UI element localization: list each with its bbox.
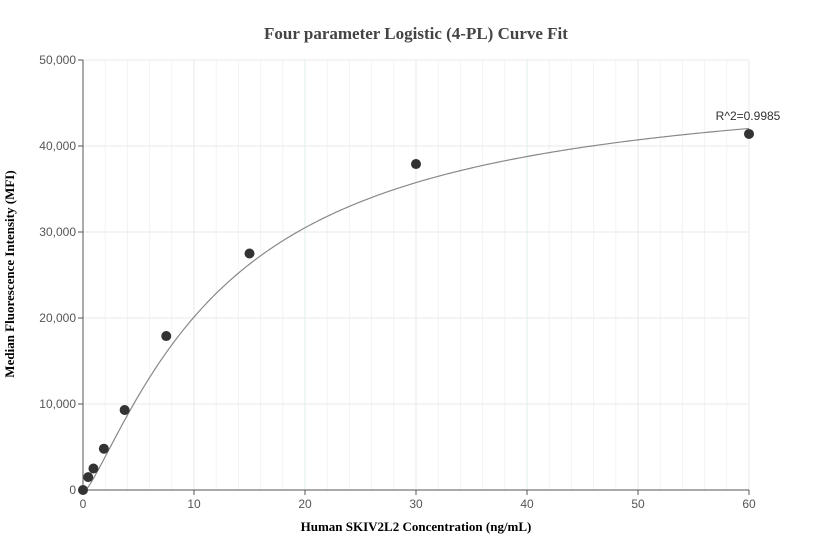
x-tick-label: 60 — [742, 497, 756, 511]
data-point — [161, 331, 172, 342]
x-axis-title: Human SKIV2L2 Concentration (ng/mL) — [301, 519, 532, 534]
data-points — [78, 128, 754, 495]
data-point — [98, 443, 109, 454]
y-tick-label: 50,000 — [39, 53, 76, 67]
data-point — [119, 405, 130, 416]
x-tick-label: 50 — [631, 497, 645, 511]
x-axis-ticks: 0 10 20 30 40 50 60 — [80, 490, 756, 511]
data-point — [88, 463, 99, 474]
y-tick-label: 30,000 — [39, 225, 76, 239]
y-tick-label: 10,000 — [39, 397, 76, 411]
y-axis-title: Median Fluorescence Intensity (MFI) — [2, 170, 17, 377]
data-point — [83, 472, 94, 483]
data-point — [244, 248, 255, 259]
y-axis-ticks: 0 10,000 20,000 30,000 40,000 50,000 — [39, 53, 83, 497]
data-point — [744, 128, 754, 139]
fit-curve — [83, 127, 750, 491]
x-tick-label: 30 — [409, 497, 423, 511]
x-tick-label: 10 — [187, 497, 201, 511]
chart-title: Four parameter Logistic (4-PL) Curve Fit — [264, 24, 568, 43]
major-grid — [83, 59, 750, 490]
minor-grid — [104, 60, 728, 490]
y-tick-label: 20,000 — [39, 311, 76, 325]
x-tick-label: 0 — [80, 497, 87, 511]
r-squared-annotation: R^2=0.9985 — [716, 109, 781, 123]
y-tick-label: 40,000 — [39, 139, 76, 153]
data-point — [411, 159, 421, 170]
x-tick-label: 40 — [520, 497, 534, 511]
x-tick-label: 20 — [298, 497, 312, 511]
y-tick-label: 0 — [69, 483, 76, 497]
data-point — [78, 485, 88, 495]
